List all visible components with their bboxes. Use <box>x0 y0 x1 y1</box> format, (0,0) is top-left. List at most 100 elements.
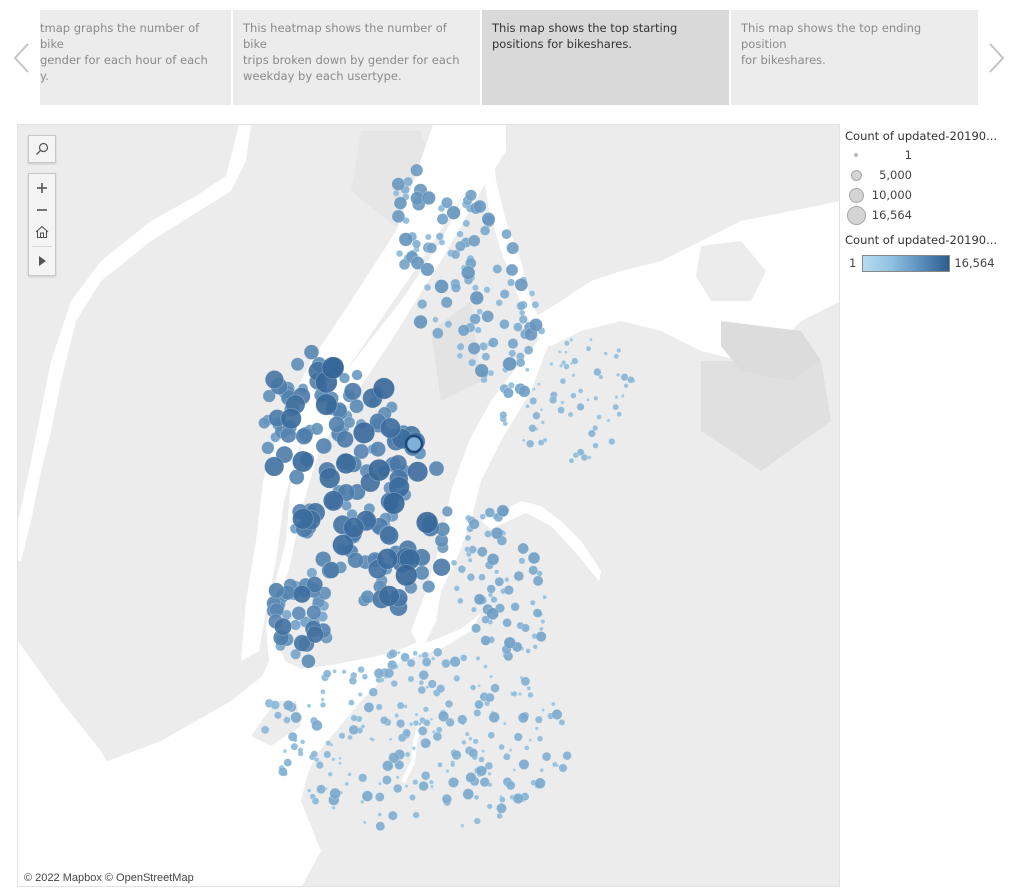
station-bubble[interactable] <box>528 738 533 742</box>
station-bubble[interactable] <box>320 688 326 695</box>
station-bubble[interactable] <box>391 177 406 191</box>
station-bubble[interactable] <box>441 793 452 805</box>
next-story-button[interactable] <box>982 38 1012 78</box>
station-bubble[interactable] <box>412 719 420 727</box>
station-bubble[interactable] <box>335 452 357 474</box>
station-bubble[interactable] <box>424 233 432 241</box>
station-bubble[interactable] <box>336 430 354 449</box>
station-bubble[interactable] <box>616 347 622 354</box>
station-bubble[interactable] <box>394 713 400 719</box>
station-bubble[interactable] <box>303 344 320 360</box>
color-legend[interactable]: Count of updated-20190... 1 16,564 <box>845 232 1015 273</box>
station-bubble[interactable] <box>319 467 341 489</box>
station-bubble[interactable] <box>434 279 449 294</box>
selected-station-bubble[interactable] <box>404 434 424 454</box>
station-bubble[interactable] <box>357 665 365 674</box>
station-bubble[interactable] <box>377 781 382 786</box>
station-bubble[interactable] <box>283 716 291 724</box>
station-bubble[interactable] <box>465 771 477 784</box>
station-bubble[interactable] <box>466 572 476 582</box>
station-bubble[interactable] <box>436 213 449 225</box>
station-bubble[interactable] <box>329 787 342 800</box>
station-bubble[interactable] <box>480 635 491 646</box>
station-bubble[interactable] <box>347 772 352 777</box>
station-bubble[interactable] <box>450 249 461 260</box>
station-bubble[interactable] <box>620 373 629 382</box>
station-bubble[interactable] <box>569 337 574 342</box>
station-bubble[interactable] <box>571 357 579 365</box>
station-bubble[interactable] <box>435 232 444 241</box>
station-bubble[interactable] <box>456 597 464 605</box>
zoom-out-button[interactable] <box>29 199 55 221</box>
station-bubble[interactable] <box>348 676 358 686</box>
station-bubble[interactable] <box>436 684 446 694</box>
station-bubble[interactable] <box>484 692 495 703</box>
station-bubble[interactable] <box>494 576 505 587</box>
station-bubble[interactable] <box>421 770 431 781</box>
station-bubble[interactable] <box>444 699 454 709</box>
station-bubble[interactable] <box>508 748 513 752</box>
station-bubble[interactable] <box>307 788 312 793</box>
station-bubble[interactable] <box>535 631 547 643</box>
station-bubble[interactable] <box>445 768 450 774</box>
station-bubble[interactable] <box>260 725 270 735</box>
station-bubble[interactable] <box>449 656 461 668</box>
station-bubble[interactable] <box>412 811 420 819</box>
station-bubble[interactable] <box>372 377 395 400</box>
station-bubble[interactable] <box>441 196 453 209</box>
station-bubble[interactable] <box>468 518 480 530</box>
station-bubble[interactable] <box>537 439 545 446</box>
station-bubble[interactable] <box>479 513 486 520</box>
station-bubble[interactable] <box>423 718 431 727</box>
station-bubble[interactable] <box>420 262 435 277</box>
station-bubble[interactable] <box>441 658 451 669</box>
station-bubble[interactable] <box>472 738 479 745</box>
station-bubble[interactable] <box>479 341 489 351</box>
station-bubble[interactable] <box>278 766 288 777</box>
station-bubble[interactable] <box>513 322 523 332</box>
station-bubble[interactable] <box>558 719 566 726</box>
station-bubble[interactable] <box>396 701 405 710</box>
station-bubble[interactable] <box>626 375 635 384</box>
station-bubble[interactable] <box>310 422 324 436</box>
station-bubble[interactable] <box>468 234 481 248</box>
expand-toolbar-button[interactable] <box>29 250 55 272</box>
station-bubble[interactable] <box>381 775 392 785</box>
station-bubble[interactable] <box>367 458 391 482</box>
station-bubble[interactable] <box>418 669 429 681</box>
station-bubble[interactable] <box>462 788 475 800</box>
station-bubble[interactable] <box>343 416 356 429</box>
station-bubble[interactable] <box>520 623 530 633</box>
station-bubble[interactable] <box>516 301 526 311</box>
station-bubble[interactable] <box>376 548 399 570</box>
station-bubble[interactable] <box>299 739 306 745</box>
station-bubble[interactable] <box>468 736 473 741</box>
station-bubble[interactable] <box>418 654 423 658</box>
station-bubble[interactable] <box>413 314 428 330</box>
map-view[interactable]: © 2022 Mapbox © OpenStreetMap <box>17 124 840 887</box>
station-bubble[interactable] <box>549 361 554 367</box>
station-bubble[interactable] <box>496 812 503 820</box>
station-bubble[interactable] <box>486 803 493 810</box>
station-bubble[interactable] <box>343 382 362 401</box>
station-bubble[interactable] <box>499 796 506 804</box>
station-bubble[interactable] <box>534 726 540 731</box>
station-bubble[interactable] <box>374 792 385 802</box>
station-bubble[interactable] <box>404 751 411 758</box>
station-bubble[interactable] <box>373 667 385 679</box>
station-bubble[interactable] <box>363 702 375 713</box>
station-bubble[interactable] <box>379 525 399 546</box>
station-bubble[interactable] <box>388 752 400 764</box>
station-bubble[interactable] <box>322 561 340 579</box>
station-bubble[interactable] <box>560 400 565 405</box>
station-bubble[interactable] <box>306 703 312 709</box>
station-bubble[interactable] <box>563 363 570 370</box>
station-bubble[interactable] <box>540 420 545 425</box>
station-bubble[interactable] <box>348 724 359 736</box>
station-bubble[interactable] <box>351 369 363 381</box>
station-bubble[interactable] <box>614 395 619 400</box>
station-bubble[interactable] <box>536 735 544 743</box>
station-bubble[interactable] <box>421 190 436 205</box>
station-bubble[interactable] <box>505 263 519 277</box>
station-bubble[interactable] <box>499 410 508 419</box>
